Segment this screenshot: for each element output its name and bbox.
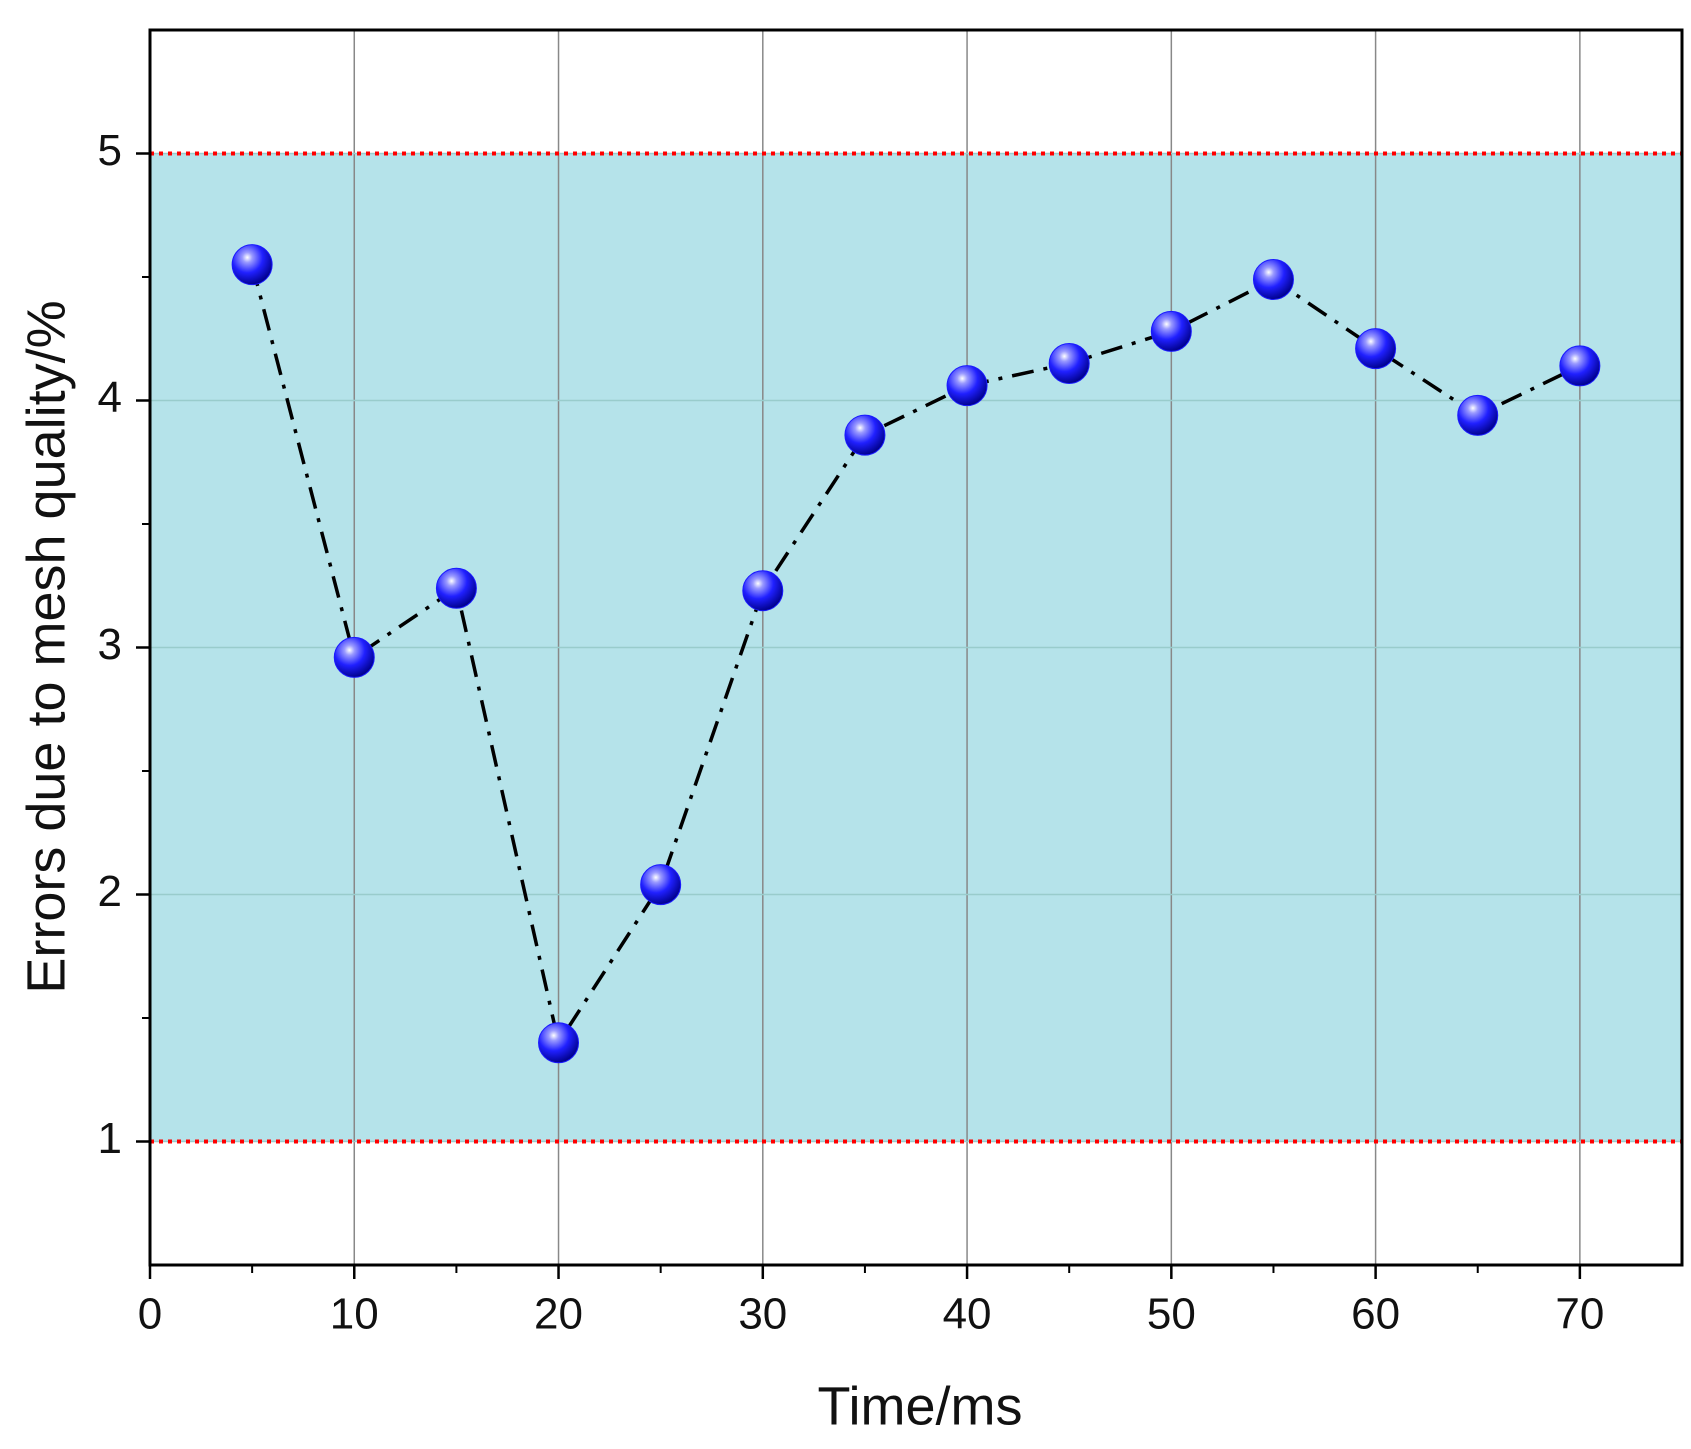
x-tick-label: 50 bbox=[1147, 1290, 1196, 1339]
data-point bbox=[231, 244, 273, 286]
data-point bbox=[333, 636, 375, 678]
y-axis-label: Errors due to mesh quality/% bbox=[16, 300, 76, 993]
data-point bbox=[435, 567, 477, 609]
y-tick-label: 1 bbox=[98, 1114, 122, 1163]
data-point bbox=[1559, 345, 1601, 387]
y-tick-label: 3 bbox=[98, 620, 122, 669]
data-point bbox=[742, 570, 784, 612]
y-tick-label: 5 bbox=[98, 126, 122, 175]
plot-frame bbox=[148, 28, 1684, 1267]
data-point bbox=[1252, 258, 1294, 300]
x-tick-label: 0 bbox=[138, 1290, 162, 1339]
data-point bbox=[946, 365, 988, 407]
x-tick-label: 60 bbox=[1351, 1290, 1400, 1339]
x-tick-label: 30 bbox=[738, 1290, 787, 1339]
y-tick-label: 4 bbox=[98, 373, 122, 422]
data-point bbox=[538, 1022, 580, 1064]
data-point bbox=[1048, 342, 1090, 384]
x-tick-label: 10 bbox=[330, 1290, 379, 1339]
x-axis-label: Time/ms bbox=[818, 1376, 1023, 1436]
data-point bbox=[640, 864, 682, 906]
data-point bbox=[1150, 310, 1192, 352]
data-point bbox=[1457, 394, 1499, 436]
y-tick-label: 2 bbox=[98, 867, 122, 916]
x-tick-label: 40 bbox=[943, 1290, 992, 1339]
x-tick-label: 20 bbox=[534, 1290, 583, 1339]
data-point bbox=[844, 414, 886, 456]
data-line bbox=[250, 264, 1581, 1048]
data-point bbox=[1355, 328, 1397, 370]
x-tick-label: 70 bbox=[1555, 1290, 1604, 1339]
